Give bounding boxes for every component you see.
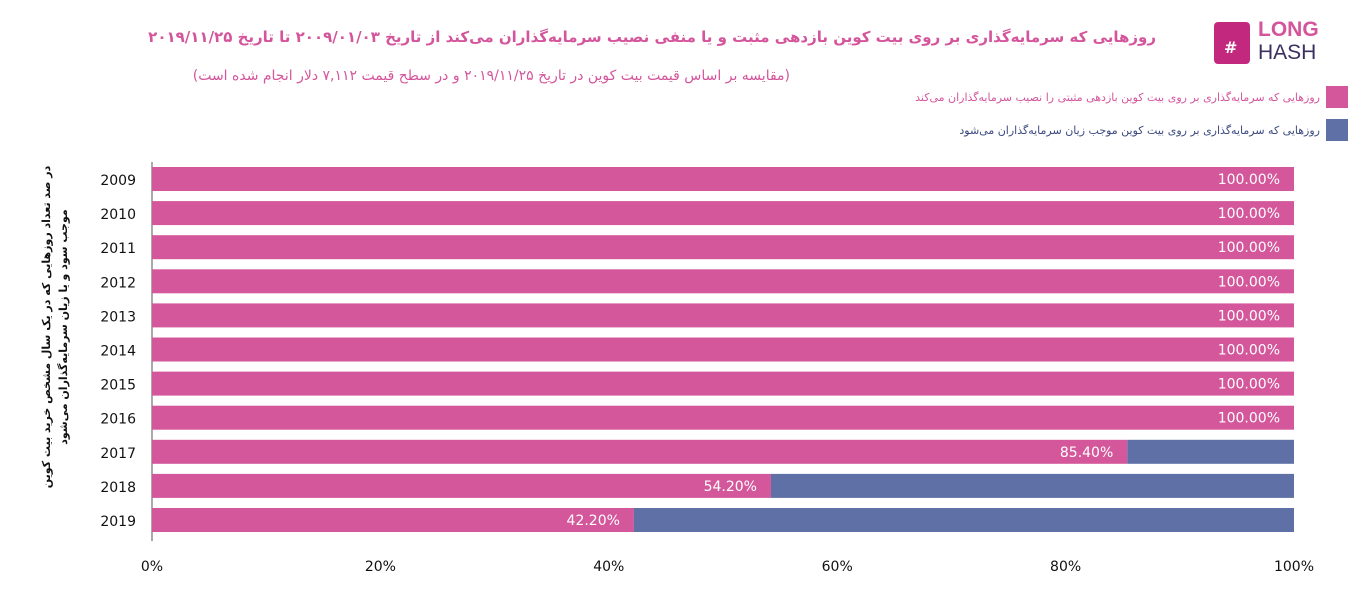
- bar-positive: [152, 337, 1294, 362]
- data-label: 85.40%: [1060, 445, 1113, 461]
- legend-item-positive: روزهایی که سرمایه‌گذاری بر روی بیت کوین …: [915, 86, 1348, 108]
- y-tick-label: 2019: [100, 514, 136, 530]
- data-label: 42.20%: [567, 513, 620, 529]
- data-label: 100.00%: [1218, 377, 1280, 393]
- data-label: 100.00%: [1218, 343, 1280, 359]
- longhash-logo: # LONG HASH: [1214, 18, 1364, 68]
- bar-positive: [152, 235, 1294, 260]
- data-label: 100.00%: [1218, 206, 1280, 222]
- data-label: 100.00%: [1218, 240, 1280, 256]
- bar-positive: [152, 439, 1128, 464]
- bar-positive: [152, 303, 1294, 328]
- y-tick-label: 2011: [100, 241, 136, 257]
- bar-negative: [770, 473, 1294, 498]
- legend-item-negative: روزهایی که سرمایه‌گذاری بر روی بیت کوین …: [959, 119, 1348, 141]
- legend-label-positive: روزهایی که سرمایه‌گذاری بر روی بیت کوین …: [915, 90, 1320, 104]
- y-tick-label: 2012: [100, 275, 136, 291]
- data-label: 100.00%: [1218, 308, 1280, 324]
- data-label: 100.00%: [1218, 172, 1280, 188]
- data-label: 100.00%: [1218, 411, 1280, 427]
- bar-positive: [152, 269, 1294, 294]
- bar-positive: [152, 167, 1294, 191]
- chart-subtitle: (مقایسه بر اساس قیمت بیت کوین در تاریخ ۲…: [192, 68, 790, 84]
- x-tick-label: 60%: [822, 559, 853, 575]
- bar-positive: [152, 371, 1294, 396]
- x-tick-label: 0%: [141, 559, 163, 575]
- legend-label-negative: روزهایی که سرمایه‌گذاری بر روی بیت کوین …: [959, 123, 1320, 137]
- legend-swatch-positive: [1326, 86, 1348, 108]
- x-tick-label: 100%: [1274, 559, 1314, 575]
- bar-positive: [152, 201, 1294, 226]
- logo-text-long: LONG: [1258, 18, 1319, 41]
- y-tick-label: 2010: [100, 207, 136, 223]
- y-tick-label: 2016: [100, 412, 136, 428]
- bar-positive: [152, 508, 634, 532]
- bar-negative: [633, 508, 1294, 532]
- chart-title: روزهایی که سرمایه‌گذاری بر روی بیت کوین …: [148, 28, 1156, 46]
- y-tick-label: 2018: [100, 480, 136, 496]
- logo-text-hash: HASH: [1258, 41, 1317, 64]
- x-tick-label: 80%: [1050, 559, 1081, 575]
- data-label: 100.00%: [1218, 274, 1280, 290]
- y-tick-label: 2015: [100, 378, 136, 394]
- y-tick-label: 2017: [100, 446, 136, 462]
- legend-swatch-negative: [1326, 119, 1348, 141]
- bar-negative: [1127, 439, 1294, 464]
- logo-icon: #: [1214, 22, 1250, 64]
- y-tick-label: 2013: [100, 309, 136, 325]
- bar-positive: [152, 405, 1294, 430]
- y-tick-label: 2009: [100, 173, 136, 189]
- x-tick-label: 40%: [593, 559, 624, 575]
- x-tick-label: 20%: [365, 559, 396, 575]
- bar-positive: [152, 473, 771, 498]
- data-label: 54.20%: [704, 479, 757, 495]
- y-tick-label: 2014: [100, 344, 136, 360]
